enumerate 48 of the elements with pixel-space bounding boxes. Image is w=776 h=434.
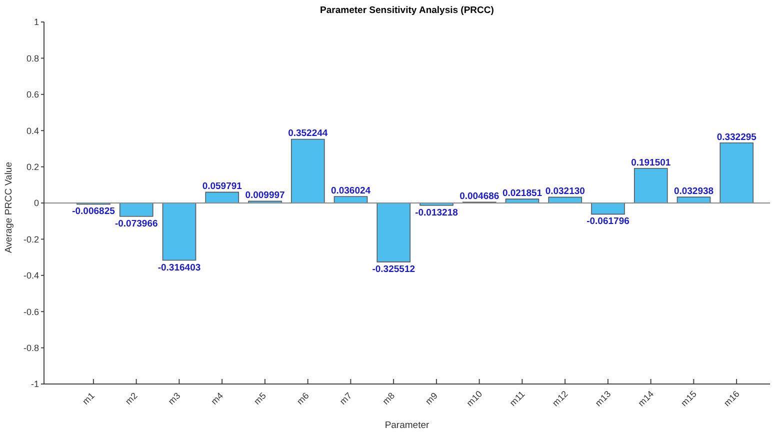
- data-label: 0.036024: [330, 185, 372, 196]
- y-tick-label: -0.6: [23, 306, 39, 317]
- bar: [376, 202, 411, 262]
- x-tick-label: m6: [294, 390, 311, 406]
- data-label: 0.191501: [631, 157, 672, 168]
- y-tick-label: -0.8: [23, 342, 39, 353]
- data-label: -0.013218: [415, 207, 458, 218]
- chart-title: Parameter Sensitivity Analysis (PRCC): [319, 5, 495, 16]
- x-tick-label: m3: [166, 390, 182, 406]
- y-tick-label: 0.8: [26, 53, 39, 64]
- data-label: -0.073966: [114, 218, 158, 230]
- y-tick-label: -0.4: [23, 270, 39, 281]
- data-label: -0.061796: [586, 216, 630, 228]
- data-label: -0.316403: [158, 262, 201, 274]
- x-tick-label: m4: [209, 390, 226, 406]
- bar: [591, 202, 625, 215]
- bar: [119, 202, 154, 217]
- bar: [634, 168, 668, 204]
- y-tick-label: 0: [34, 198, 39, 208]
- data-label: -0.006825: [72, 206, 116, 218]
- data-label: -0.325512: [372, 264, 416, 275]
- data-label: 0.059791: [202, 181, 243, 192]
- data-label: 0.352244: [288, 128, 328, 140]
- x-tick-label: m2: [123, 390, 140, 406]
- x-tick-label: m8: [380, 390, 397, 406]
- y-tick-label: 0.4: [26, 126, 39, 136]
- x-axis-title: Parameter: [384, 420, 430, 431]
- data-label: 0.021851: [502, 188, 543, 200]
- bar: [205, 192, 240, 204]
- y-tick-label: -1: [30, 379, 39, 390]
- y-tick-label: 0.2: [26, 162, 39, 172]
- y-tick-label: -0.2: [23, 234, 39, 244]
- y-axis-title: Average PRCC Value: [3, 162, 14, 253]
- x-tick-label: m7: [338, 390, 354, 406]
- data-label: 0.009997: [245, 190, 285, 202]
- data-label: 0.032938: [674, 186, 714, 198]
- bar: [290, 138, 325, 204]
- x-tick-label: m1: [80, 390, 96, 406]
- data-label: 0.032130: [545, 186, 585, 198]
- x-tick-label: m11: [508, 389, 527, 408]
- data-label: 0.332295: [716, 132, 758, 143]
- bar: [162, 202, 196, 261]
- y-tick-label: 0.6: [26, 90, 39, 100]
- data-label: 0.004686: [460, 191, 500, 202]
- x-tick-label: m5: [252, 390, 268, 406]
- y-tick-label: 1: [34, 17, 39, 28]
- bar: [720, 142, 754, 204]
- x-tick-label: m9: [424, 390, 440, 406]
